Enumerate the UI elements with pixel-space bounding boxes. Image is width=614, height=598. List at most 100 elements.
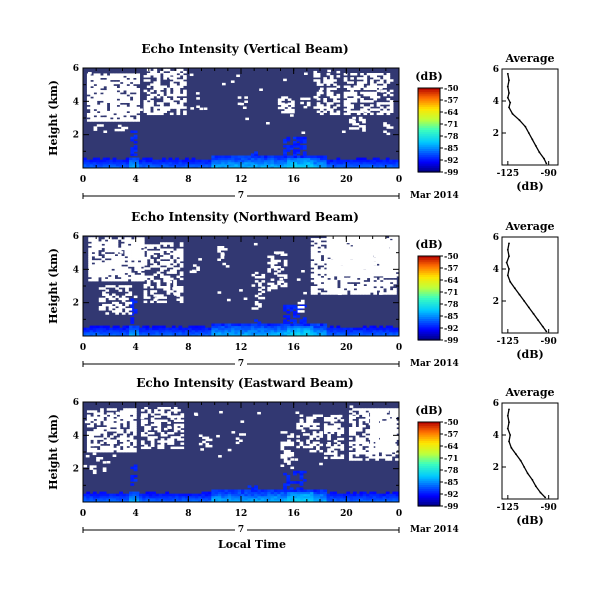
missing-cell bbox=[254, 280, 259, 283]
missing-cell bbox=[146, 106, 151, 109]
heatmap-cell bbox=[343, 159, 347, 163]
heatmap-cell bbox=[158, 495, 163, 499]
missing-cell bbox=[320, 83, 324, 86]
missing-cell bbox=[393, 261, 397, 264]
missing-cell bbox=[323, 271, 328, 274]
heatmap-cell bbox=[333, 331, 337, 335]
colorbar-segment bbox=[418, 279, 440, 282]
missing-cell bbox=[337, 417, 341, 420]
missing-cell bbox=[150, 95, 154, 99]
heatmap-cell bbox=[385, 499, 390, 503]
missing-cell bbox=[103, 73, 108, 76]
missing-cell bbox=[393, 292, 397, 295]
missing-cell bbox=[317, 248, 322, 251]
missing-cell bbox=[349, 259, 354, 262]
missing-cell bbox=[333, 259, 337, 262]
heatmap-cell bbox=[109, 493, 114, 497]
missing-cell bbox=[235, 437, 240, 440]
colorbar-segment bbox=[418, 323, 440, 326]
missing-cell bbox=[113, 77, 117, 81]
heatmap-cell bbox=[221, 493, 226, 497]
heatmap-cell bbox=[130, 304, 135, 308]
missing-cell bbox=[317, 258, 322, 262]
missing-cell bbox=[360, 277, 364, 281]
missing-cell bbox=[356, 259, 360, 262]
missing-cell bbox=[129, 424, 134, 428]
missing-cell bbox=[93, 90, 98, 93]
heatmap-cell bbox=[102, 495, 107, 499]
heatmap-cell bbox=[125, 327, 130, 331]
heatmap-cell bbox=[188, 497, 193, 501]
missing-cell bbox=[173, 98, 177, 101]
missing-cell bbox=[136, 77, 141, 81]
missing-cell bbox=[386, 132, 391, 136]
missing-cell bbox=[350, 288, 354, 291]
heatmap-cell bbox=[306, 495, 311, 499]
missing-cell bbox=[100, 79, 104, 83]
heatmap-cell bbox=[237, 159, 242, 163]
missing-cell bbox=[156, 85, 161, 88]
missing-cell bbox=[363, 112, 368, 116]
colorbar-tick-label: -71 bbox=[444, 119, 458, 129]
missing-cell bbox=[333, 83, 337, 86]
missing-cell bbox=[281, 102, 285, 106]
missing-cell bbox=[163, 75, 168, 78]
heatmap-cell bbox=[106, 163, 110, 167]
heatmap-cell bbox=[250, 153, 255, 156]
missing-cell bbox=[277, 106, 282, 110]
missing-cell bbox=[366, 281, 371, 285]
missing-cell bbox=[111, 272, 115, 276]
heatmap-cell bbox=[194, 159, 199, 163]
heatmap-cell bbox=[125, 493, 130, 497]
missing-cell bbox=[370, 275, 374, 279]
missing-cell bbox=[327, 452, 331, 455]
heatmap-cell bbox=[264, 331, 268, 335]
colorbar-segment bbox=[418, 111, 440, 114]
heatmap-cell bbox=[165, 499, 170, 503]
missing-cell bbox=[86, 441, 91, 445]
colorbar-segment bbox=[418, 92, 440, 95]
missing-cell bbox=[330, 290, 335, 293]
heatmap-cell bbox=[287, 329, 291, 333]
heatmap-cell bbox=[142, 497, 147, 501]
missing-cell bbox=[129, 79, 134, 83]
missing-cell bbox=[383, 102, 387, 105]
missing-cell bbox=[359, 263, 364, 266]
missing-cell bbox=[337, 277, 341, 281]
missing-cell bbox=[291, 102, 295, 106]
missing-cell bbox=[93, 420, 98, 424]
missing-cell bbox=[119, 113, 124, 116]
missing-cell bbox=[119, 75, 124, 78]
heatmap-cell bbox=[339, 497, 344, 501]
missing-cell bbox=[340, 281, 345, 285]
heatmap-cell bbox=[362, 499, 367, 503]
missing-cell bbox=[129, 410, 134, 413]
missing-cell bbox=[366, 244, 370, 248]
missing-cell bbox=[173, 104, 177, 107]
missing-cell bbox=[366, 255, 370, 258]
missing-cell bbox=[96, 79, 101, 83]
missing-cell bbox=[284, 108, 289, 112]
missing-cell bbox=[327, 288, 331, 291]
heatmap-cell bbox=[300, 499, 305, 503]
y-tick-label: 6 bbox=[73, 232, 79, 242]
heatmap-cell bbox=[188, 325, 193, 329]
heatmap-cell bbox=[389, 165, 393, 169]
missing-cell bbox=[382, 240, 387, 244]
colorbar-segment bbox=[418, 327, 440, 331]
panel-title: Echo Intensity (Northward Beam) bbox=[131, 210, 359, 224]
heatmap-cell bbox=[145, 491, 150, 495]
heatmap-cell bbox=[152, 327, 156, 331]
missing-cell bbox=[319, 431, 324, 434]
heatmap-cell bbox=[277, 491, 281, 495]
missing-cell bbox=[273, 286, 278, 290]
heatmap-cell bbox=[287, 323, 291, 327]
missing-cell bbox=[179, 277, 184, 281]
heatmap-cell bbox=[130, 136, 135, 140]
heatmap-cell bbox=[155, 493, 160, 497]
missing-cell bbox=[221, 82, 226, 86]
heatmap-cell bbox=[158, 333, 163, 337]
missing-cell bbox=[154, 427, 158, 431]
missing-cell bbox=[348, 437, 353, 440]
missing-cell bbox=[117, 247, 122, 251]
